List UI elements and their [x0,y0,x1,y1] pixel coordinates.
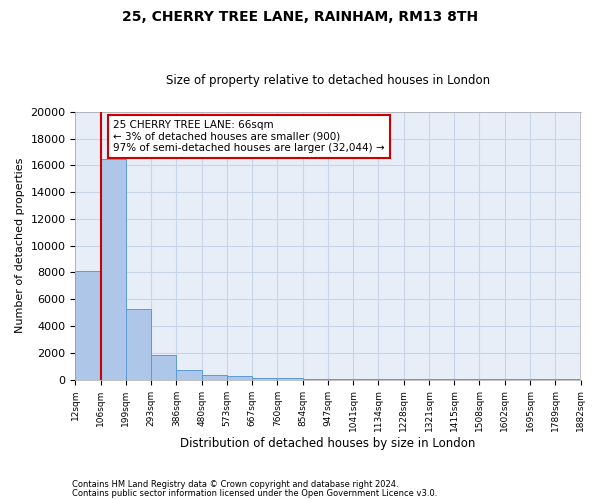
Bar [101,158,126,380]
Bar [151,356,176,380]
Bar [429,379,454,380]
Bar [76,271,101,380]
Text: 25, CHERRY TREE LANE, RAINHAM, RM13 8TH: 25, CHERRY TREE LANE, RAINHAM, RM13 8TH [122,10,478,24]
Bar [252,378,277,380]
Bar [379,379,404,380]
X-axis label: Distribution of detached houses by size in London: Distribution of detached houses by size … [180,437,476,450]
Title: Size of property relative to detached houses in London: Size of property relative to detached ho… [166,74,490,87]
Bar [202,374,227,380]
Text: Contains public sector information licensed under the Open Government Licence v3: Contains public sector information licen… [72,488,437,498]
Bar [277,378,302,380]
Bar [302,378,328,380]
Text: 25 CHERRY TREE LANE: 66sqm
← 3% of detached houses are smaller (900)
97% of semi: 25 CHERRY TREE LANE: 66sqm ← 3% of detac… [113,120,385,153]
Bar [176,370,202,380]
Text: Contains HM Land Registry data © Crown copyright and database right 2024.: Contains HM Land Registry data © Crown c… [72,480,398,489]
Bar [353,379,379,380]
Y-axis label: Number of detached properties: Number of detached properties [15,158,25,334]
Bar [454,379,479,380]
Bar [328,378,353,380]
Bar [227,376,252,380]
Bar [126,308,151,380]
Bar [404,379,429,380]
